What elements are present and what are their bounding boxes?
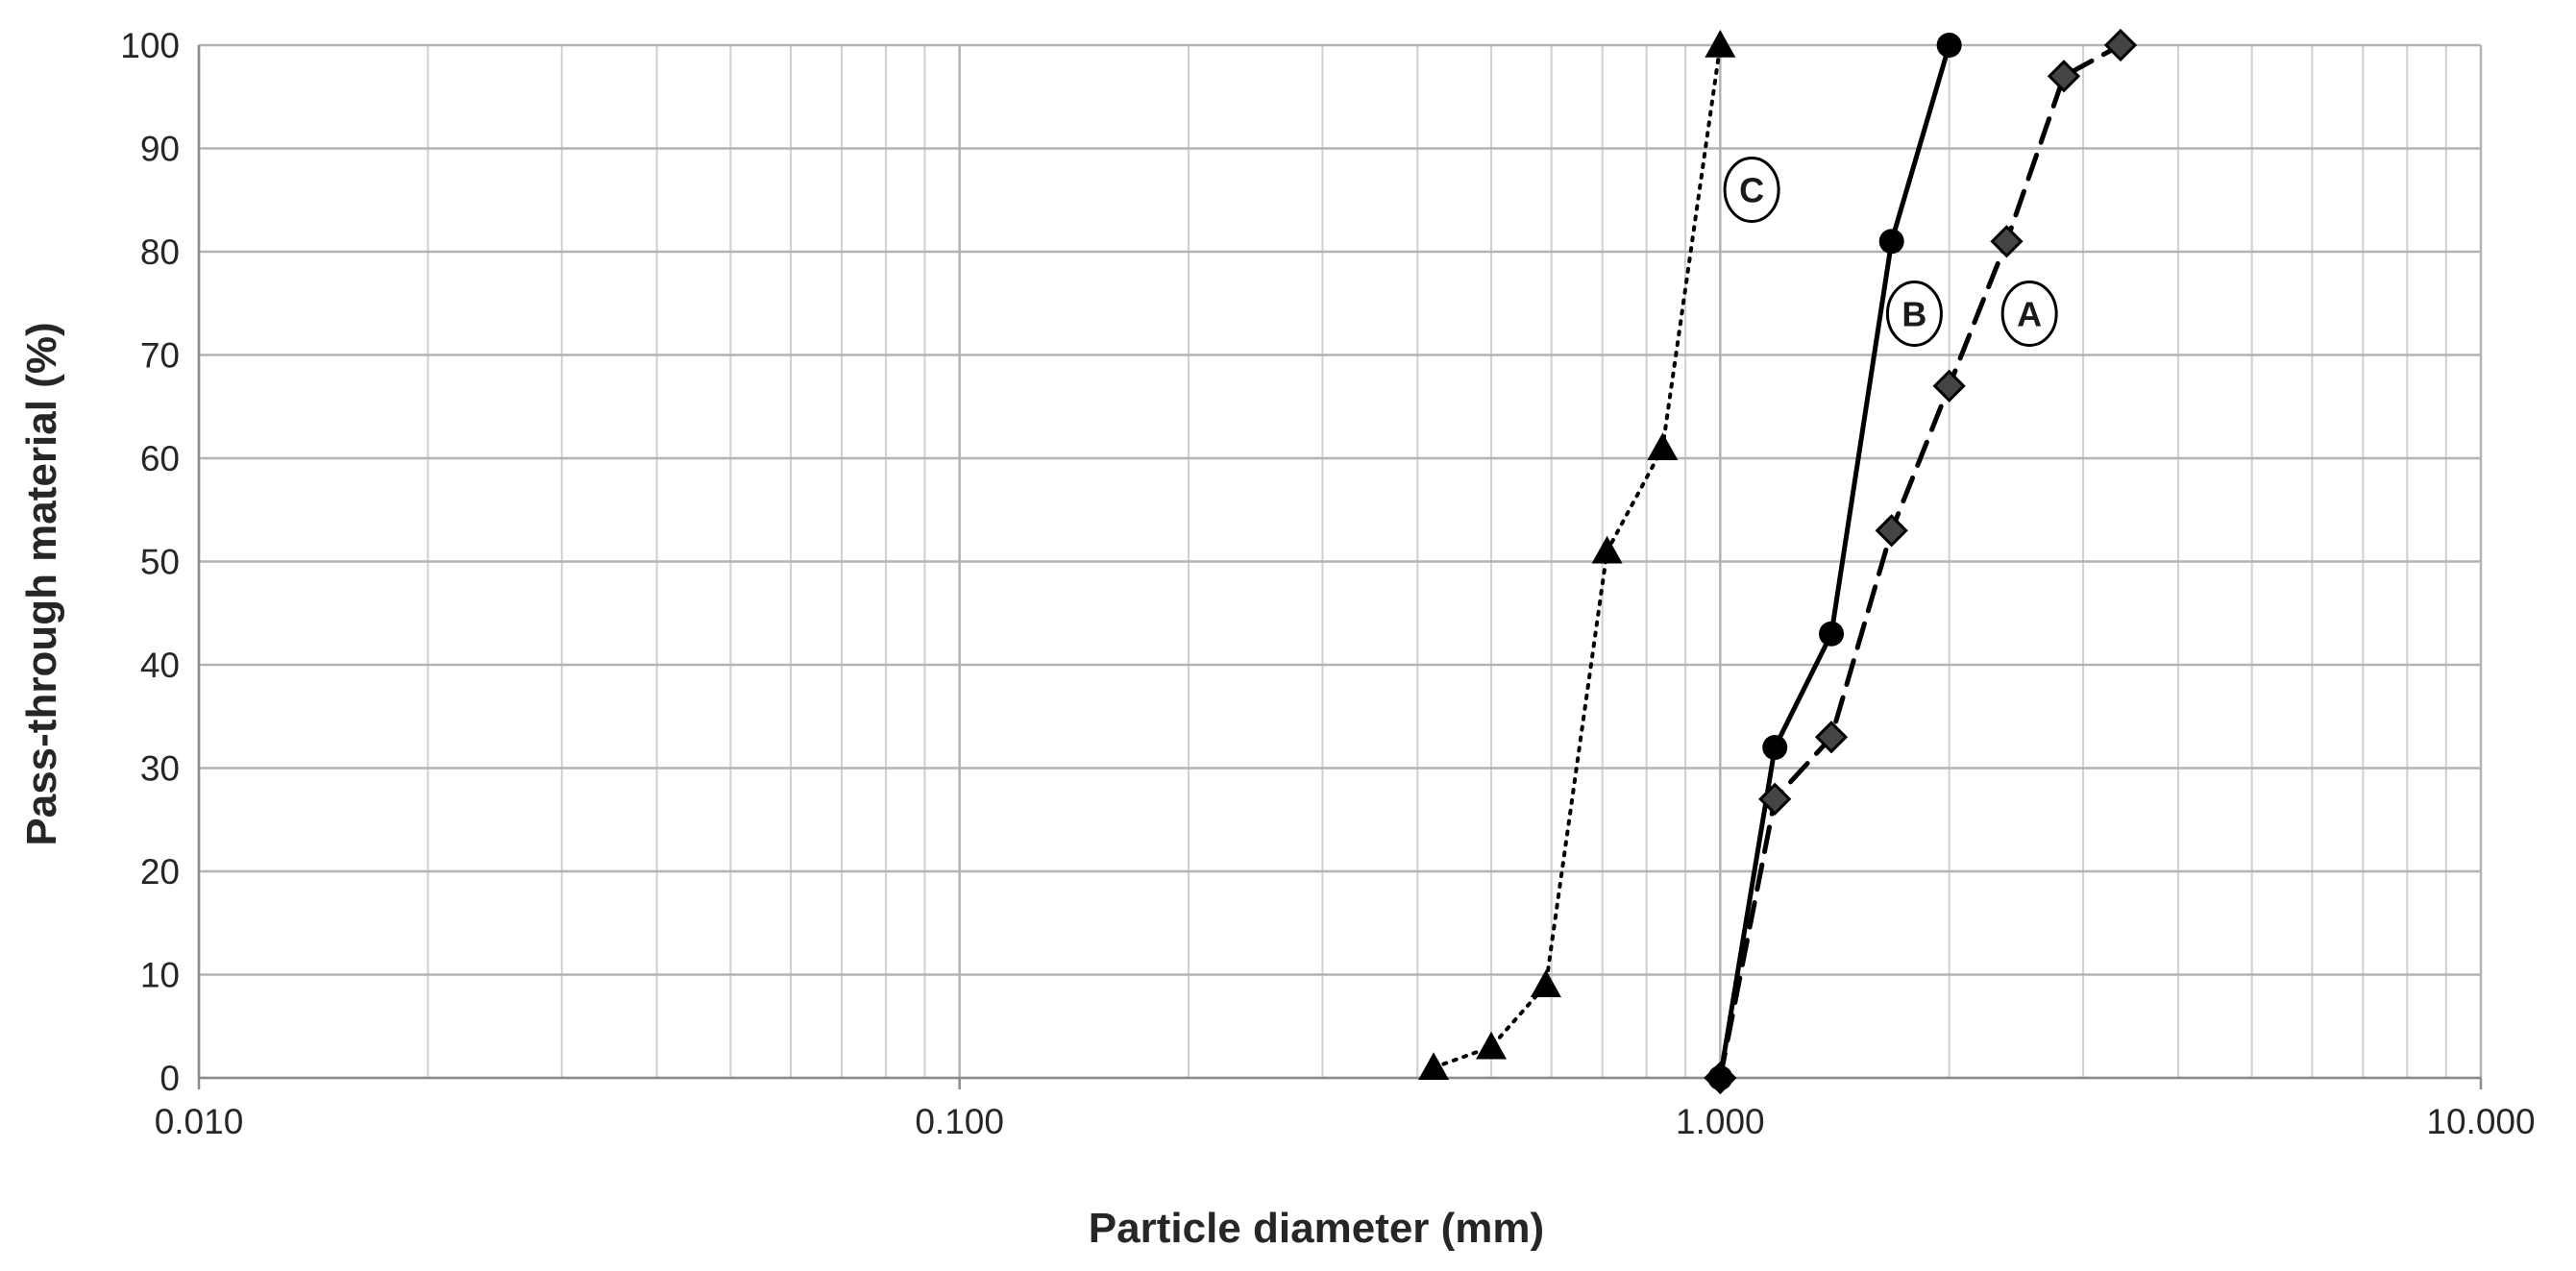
y-tick-label: 40 <box>140 646 180 685</box>
data-point-A <box>1932 369 1966 403</box>
y-tick-label: 90 <box>140 130 180 169</box>
x-axis-title: Particle diameter (mm) <box>1089 1205 1544 1252</box>
data-point-A <box>1814 721 1849 754</box>
major-gridlines <box>197 43 2483 1080</box>
y-tick-label: 0 <box>159 1059 180 1098</box>
data-point-B <box>1707 1065 1733 1090</box>
x-tick-label: 1.000 <box>1676 1102 1765 1141</box>
axes <box>197 45 2483 1089</box>
data-point-C <box>1591 535 1623 564</box>
y-tick-label: 20 <box>140 852 180 892</box>
data-point-B <box>1819 621 1845 647</box>
curve-label-circle-C <box>1723 157 1780 223</box>
y-tick-label: 10 <box>140 956 180 995</box>
data-point-A <box>1875 514 1908 548</box>
x-tick-label: 0.100 <box>915 1102 1004 1141</box>
y-tick-label: 60 <box>140 439 180 478</box>
y-axis-title: Pass-through material (%) <box>18 322 65 845</box>
curve-labels-layer: A B C <box>1723 157 2058 347</box>
curve-label-circle-A <box>2000 281 2058 347</box>
x-tick-label: 10.000 <box>2426 1102 2535 1141</box>
data-point-C <box>1530 969 1561 998</box>
data-point-C <box>1418 1052 1450 1081</box>
data-point-C <box>1476 1031 1508 1060</box>
data-point-A <box>1990 225 2024 258</box>
y-tick-label: 50 <box>140 543 180 582</box>
data-point-A <box>2103 28 2138 62</box>
tick-labels-layer: 0 10 20 30 40 50 60 70 80 90 100 0.010 0.100 1.000 10.… <box>120 26 2535 1141</box>
y-tick-label: 100 <box>120 26 180 65</box>
y-tick-label: 30 <box>140 749 180 789</box>
y-tick-label: 80 <box>140 232 180 272</box>
y-tick-label: 70 <box>140 336 180 376</box>
markers-layer <box>1418 28 2138 1095</box>
curve-label-B: B <box>1901 295 1926 334</box>
data-point-A <box>2047 60 2081 93</box>
data-point-A <box>1758 782 1792 816</box>
data-point-B <box>1936 33 1962 58</box>
data-point-C <box>1647 432 1679 461</box>
x-tick-label: 0.010 <box>155 1102 244 1141</box>
series-line-C <box>1432 43 1723 1070</box>
curve-label-C: C <box>1739 171 1764 210</box>
curve-label-circle-B <box>1885 281 1943 347</box>
data-point-B <box>1878 229 1904 255</box>
data-point-B <box>1762 735 1788 760</box>
curve-label-A: A <box>2017 295 2042 334</box>
data-point-C <box>1705 30 1736 58</box>
series-line-A <box>1717 42 2123 1081</box>
